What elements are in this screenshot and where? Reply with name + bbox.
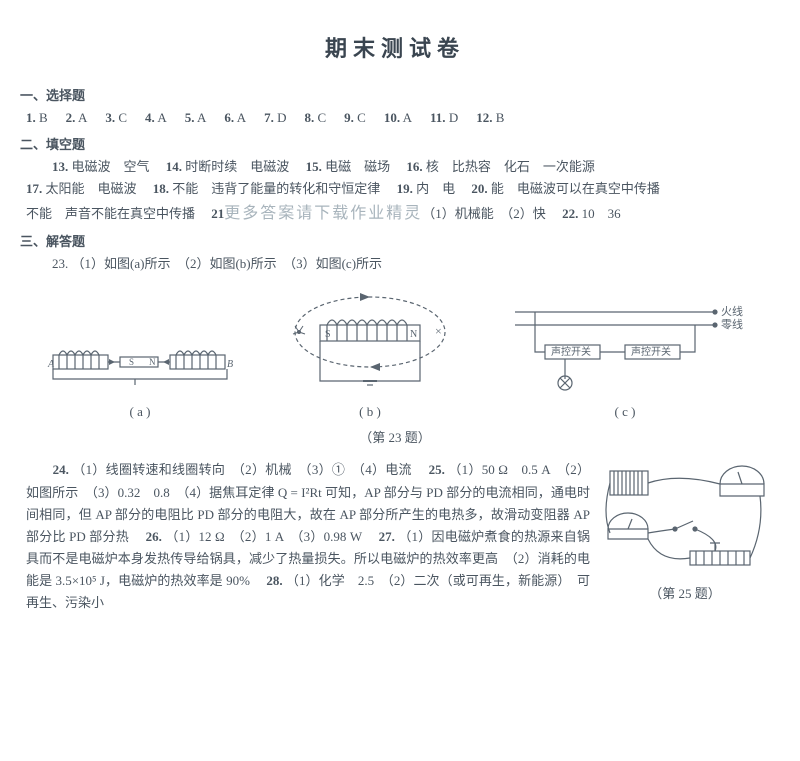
svg-text:N: N	[149, 357, 156, 367]
fill-answers: 13. 电磁波 空气 14. 时断时续 电磁波 15. 电磁 磁场 16. 核 …	[20, 156, 770, 227]
q23-figures: S N A B ( a ) S N ×	[20, 287, 770, 423]
q15-ans: 电磁 磁场	[325, 159, 390, 174]
q17-num: 17.	[26, 181, 42, 196]
mc-ans: A	[197, 110, 206, 125]
q14-num: 14.	[166, 159, 182, 174]
page-title: 期末测试卷	[20, 30, 770, 67]
mc-ans: C	[357, 110, 366, 125]
figure-b-label: ( b )	[285, 401, 455, 423]
q20-num: 20.	[471, 181, 487, 196]
q23-num: 23.	[52, 256, 68, 271]
svg-text:N: N	[410, 329, 417, 340]
q22-num: 22.	[562, 206, 578, 221]
mc-num: 5.	[185, 110, 195, 125]
mc-num: 4.	[145, 110, 155, 125]
svg-text:S: S	[325, 329, 331, 340]
q21-ans: （1）机械能 （2）快	[422, 206, 546, 221]
zero-wire-label: 零线	[721, 317, 743, 331]
q13-num: 13.	[52, 159, 68, 174]
q28-num: 28.	[266, 573, 282, 588]
q23-text: （1）如图(a)所示 （2）如图(b)所示 （3）如图(c)所示	[72, 256, 383, 271]
figure-b-diagram: S N ×	[285, 287, 455, 397]
q13-ans: 电磁波 空气	[72, 159, 150, 174]
q18-ans: 不能 违背了能量的转化和守恒定律	[172, 181, 380, 196]
mc-num: 2.	[66, 110, 76, 125]
svg-text:S: S	[129, 357, 134, 367]
mc-num: 7.	[264, 110, 274, 125]
q16-num: 16.	[406, 159, 422, 174]
q18-num: 18.	[153, 181, 169, 196]
section-3-heading: 三、解答题	[20, 231, 770, 253]
q22-ans: 10 36	[582, 206, 621, 221]
mc-ans: D	[277, 110, 286, 125]
section-1-heading: 一、选择题	[20, 85, 770, 107]
answers-body: 24. （1）线圈转速和线圈转向 （2）机械 （3）① （4）电流 25. （1…	[20, 459, 590, 614]
mc-num: 9.	[344, 110, 354, 125]
mc-num: 10.	[384, 110, 400, 125]
q20b-ans: 不能 声音不能在真空中传播	[26, 206, 195, 221]
q19-ans: 内 电	[416, 181, 455, 196]
figure-25-caption: （第 25 题）	[600, 583, 770, 605]
q23-line: 23. （1）如图(a)所示 （2）如图(b)所示 （3）如图(c)所示	[20, 253, 770, 275]
mc-ans: A	[403, 110, 412, 125]
svg-text:×: ×	[435, 324, 442, 338]
mc-ans: C	[317, 110, 326, 125]
q19-num: 19.	[397, 181, 413, 196]
q26-num: 26.	[146, 529, 162, 544]
figure-25-diagram	[600, 459, 770, 579]
q14-ans: 时断时续 电磁波	[185, 159, 289, 174]
section-2-heading: 二、填空题	[20, 134, 770, 156]
mc-ans: D	[449, 110, 458, 125]
mc-ans: B	[39, 110, 48, 125]
mc-ans: A	[78, 110, 87, 125]
q17-ans: 太阳能 电磁波	[46, 181, 137, 196]
q23-caption: （第 23 题）	[20, 427, 770, 449]
fire-wire-label: 火线	[721, 304, 743, 318]
q16-ans: 核 比热容 化石 一次能源	[426, 159, 595, 174]
mc-num: 1.	[26, 110, 36, 125]
q26-ans: （1）12 Ω （2）1 A （3）0.98 W	[165, 529, 362, 544]
switch-2-label: 声控开关	[631, 345, 671, 358]
mc-num: 3.	[105, 110, 115, 125]
q15-num: 15.	[306, 159, 322, 174]
figure-c-diagram: 火线 零线 声控开关 声控开关	[505, 297, 745, 397]
q20a-ans: 能 电磁波可以在真空中传播	[491, 181, 660, 196]
figure-a-diagram: S N A B	[45, 327, 235, 397]
switch-1-label: 声控开关	[551, 345, 591, 358]
mc-num: 11.	[430, 110, 446, 125]
mc-ans: B	[496, 110, 505, 125]
mc-num: 6.	[224, 110, 234, 125]
svg-text:A: A	[47, 359, 55, 370]
svg-text:B: B	[227, 359, 233, 370]
figure-c-label: ( c )	[505, 401, 745, 423]
mc-ans: A	[237, 110, 246, 125]
figure-a-label: ( a )	[45, 401, 235, 423]
q25-num: 25.	[429, 462, 445, 477]
mc-num: 12.	[476, 110, 492, 125]
q27-num: 27.	[379, 529, 395, 544]
q24-ans: （1）线圈转速和线圈转向 （2）机械 （3）① （4）电流	[72, 462, 411, 477]
mc-num: 8.	[304, 110, 314, 125]
multiple-choice-answers: 1. B 2. A 3. C 4. A 5. A 6. A 7. D 8. C …	[20, 107, 770, 129]
mc-ans: A	[157, 110, 166, 125]
watermark-text: 更多答案请下载作业精灵	[224, 205, 422, 222]
q21-num: 21	[211, 206, 224, 221]
mc-ans: C	[118, 110, 127, 125]
q24-num: 24.	[53, 462, 69, 477]
